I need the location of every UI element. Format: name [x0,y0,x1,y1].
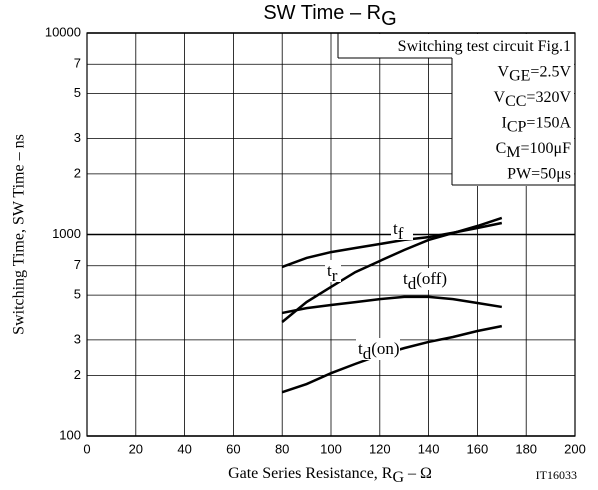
series-label-main: t [327,261,332,280]
series-label-sub: r [332,266,338,285]
series-label-main: t [393,219,398,238]
condition-text-main: PW=50μs [507,165,571,182]
x-tick-label: 60 [226,441,240,456]
series-label-sub: f [398,224,404,243]
series-label-sub: d [408,274,417,293]
note: IT16033 [536,468,577,482]
series-label: tr [327,261,338,285]
series-line [281,216,503,323]
condition-text: PW=50μs [507,165,571,182]
chart-title-main: SW Time – R [263,2,381,24]
condition-text-main: I [502,114,507,131]
series-label-rest: (on) [371,339,399,358]
x-tick-label: 40 [177,441,191,456]
condition-text-rest: =320V [526,89,571,106]
series-label-sub: d [363,344,372,363]
condition-text: CM=100μF [496,140,572,162]
y-tick-label: 2 [74,165,81,180]
x-axis-label-main: Gate Series Resistance, R [228,465,393,482]
label-bg [391,218,413,240]
label-bg [401,268,445,290]
series-label-main: t [403,269,408,288]
condition-text-main: C [496,140,507,157]
label-bg [325,260,341,282]
condition-text: VGE=2.5V [498,63,572,85]
label-bg [356,338,400,360]
condition-text-sub: GE [509,68,530,85]
condition-text-main: V [498,63,510,80]
condition-text-main: V [494,89,506,106]
condition-text-sub: M [506,144,520,161]
condition-text: ICP=150A [502,114,572,136]
x-tick-label: 0 [83,441,90,456]
plot-border [86,32,576,437]
condition-text: VCC=320V [494,89,572,111]
x-tick-label: 80 [275,441,289,456]
condition-text-sub: CC [505,93,526,110]
series-label: td(off) [403,269,447,293]
x-tick-label: 20 [129,441,143,456]
series-label: tf [393,219,404,243]
y-tick-label: 1000 [52,226,81,241]
y-tick-label: 2 [74,367,81,382]
y-tick-label: 100 [59,427,81,442]
condition-text-rest: =150A [526,114,571,131]
condition-text-sub: CP [507,119,527,136]
series-label-rest: (off) [416,269,447,288]
series-label-main: t [358,339,363,358]
condition-text-rest: =100μF [521,140,572,157]
y-tick-label: 7 [74,257,81,272]
y-tick-label: 10000 [45,24,81,39]
condition-text-main: Switching test circuit Fig.1 [398,38,571,55]
y-tick-label: 7 [74,56,81,71]
chart-title: SW Time – RG [263,2,396,30]
x-tick-label: 100 [320,441,342,456]
x-axis-label-rest: – Ω [404,465,432,482]
y-tick-label: 5 [74,85,81,100]
series-label: td(on) [358,339,400,363]
y-tick-label: 3 [74,130,81,145]
y-axis-label: Switching Time, SW Time – ns [11,134,28,335]
chart-title-sub: G [381,8,397,30]
x-axis-label-sub: G [392,469,404,486]
x-tick-label: 160 [467,441,489,456]
x-tick-label: 180 [515,441,537,456]
x-axis-label: Gate Series Resistance, RG – Ω [228,465,432,487]
y-tick-label: 3 [74,331,81,346]
series-line [281,295,502,315]
x-tick-label: 200 [564,441,586,456]
x-tick-label: 140 [418,441,440,456]
condition-text-rest: =2.5V [530,63,571,80]
conditions-box [452,34,574,186]
x-tick-label: 120 [369,441,391,456]
y-tick-label: 5 [74,287,81,302]
condition-text: Switching test circuit Fig.1 [398,38,571,55]
